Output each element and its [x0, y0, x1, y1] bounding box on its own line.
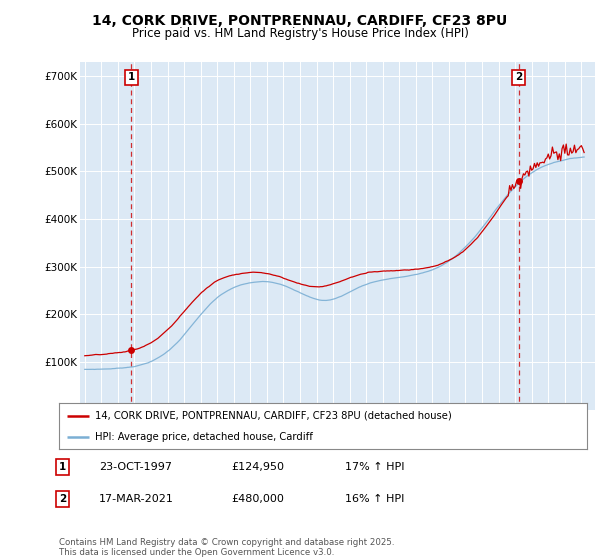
Text: 17% ↑ HPI: 17% ↑ HPI	[345, 462, 404, 472]
Text: Price paid vs. HM Land Registry's House Price Index (HPI): Price paid vs. HM Land Registry's House …	[131, 27, 469, 40]
Text: 2: 2	[515, 72, 522, 82]
Text: 1: 1	[59, 462, 66, 472]
Text: 2: 2	[59, 494, 66, 504]
Point	[127, 346, 136, 355]
Text: 17-MAR-2021: 17-MAR-2021	[99, 494, 174, 504]
Point	[514, 176, 523, 185]
Text: 23-OCT-1997: 23-OCT-1997	[99, 462, 172, 472]
Text: 14, CORK DRIVE, PONTPRENNAU, CARDIFF, CF23 8PU (detached house): 14, CORK DRIVE, PONTPRENNAU, CARDIFF, CF…	[95, 410, 451, 421]
Text: £124,950: £124,950	[231, 462, 284, 472]
Text: 16% ↑ HPI: 16% ↑ HPI	[345, 494, 404, 504]
Text: Contains HM Land Registry data © Crown copyright and database right 2025.
This d: Contains HM Land Registry data © Crown c…	[59, 538, 394, 557]
Text: £480,000: £480,000	[231, 494, 284, 504]
Text: 14, CORK DRIVE, PONTPRENNAU, CARDIFF, CF23 8PU: 14, CORK DRIVE, PONTPRENNAU, CARDIFF, CF…	[92, 14, 508, 28]
Text: HPI: Average price, detached house, Cardiff: HPI: Average price, detached house, Card…	[95, 432, 313, 442]
Text: 1: 1	[128, 72, 135, 82]
